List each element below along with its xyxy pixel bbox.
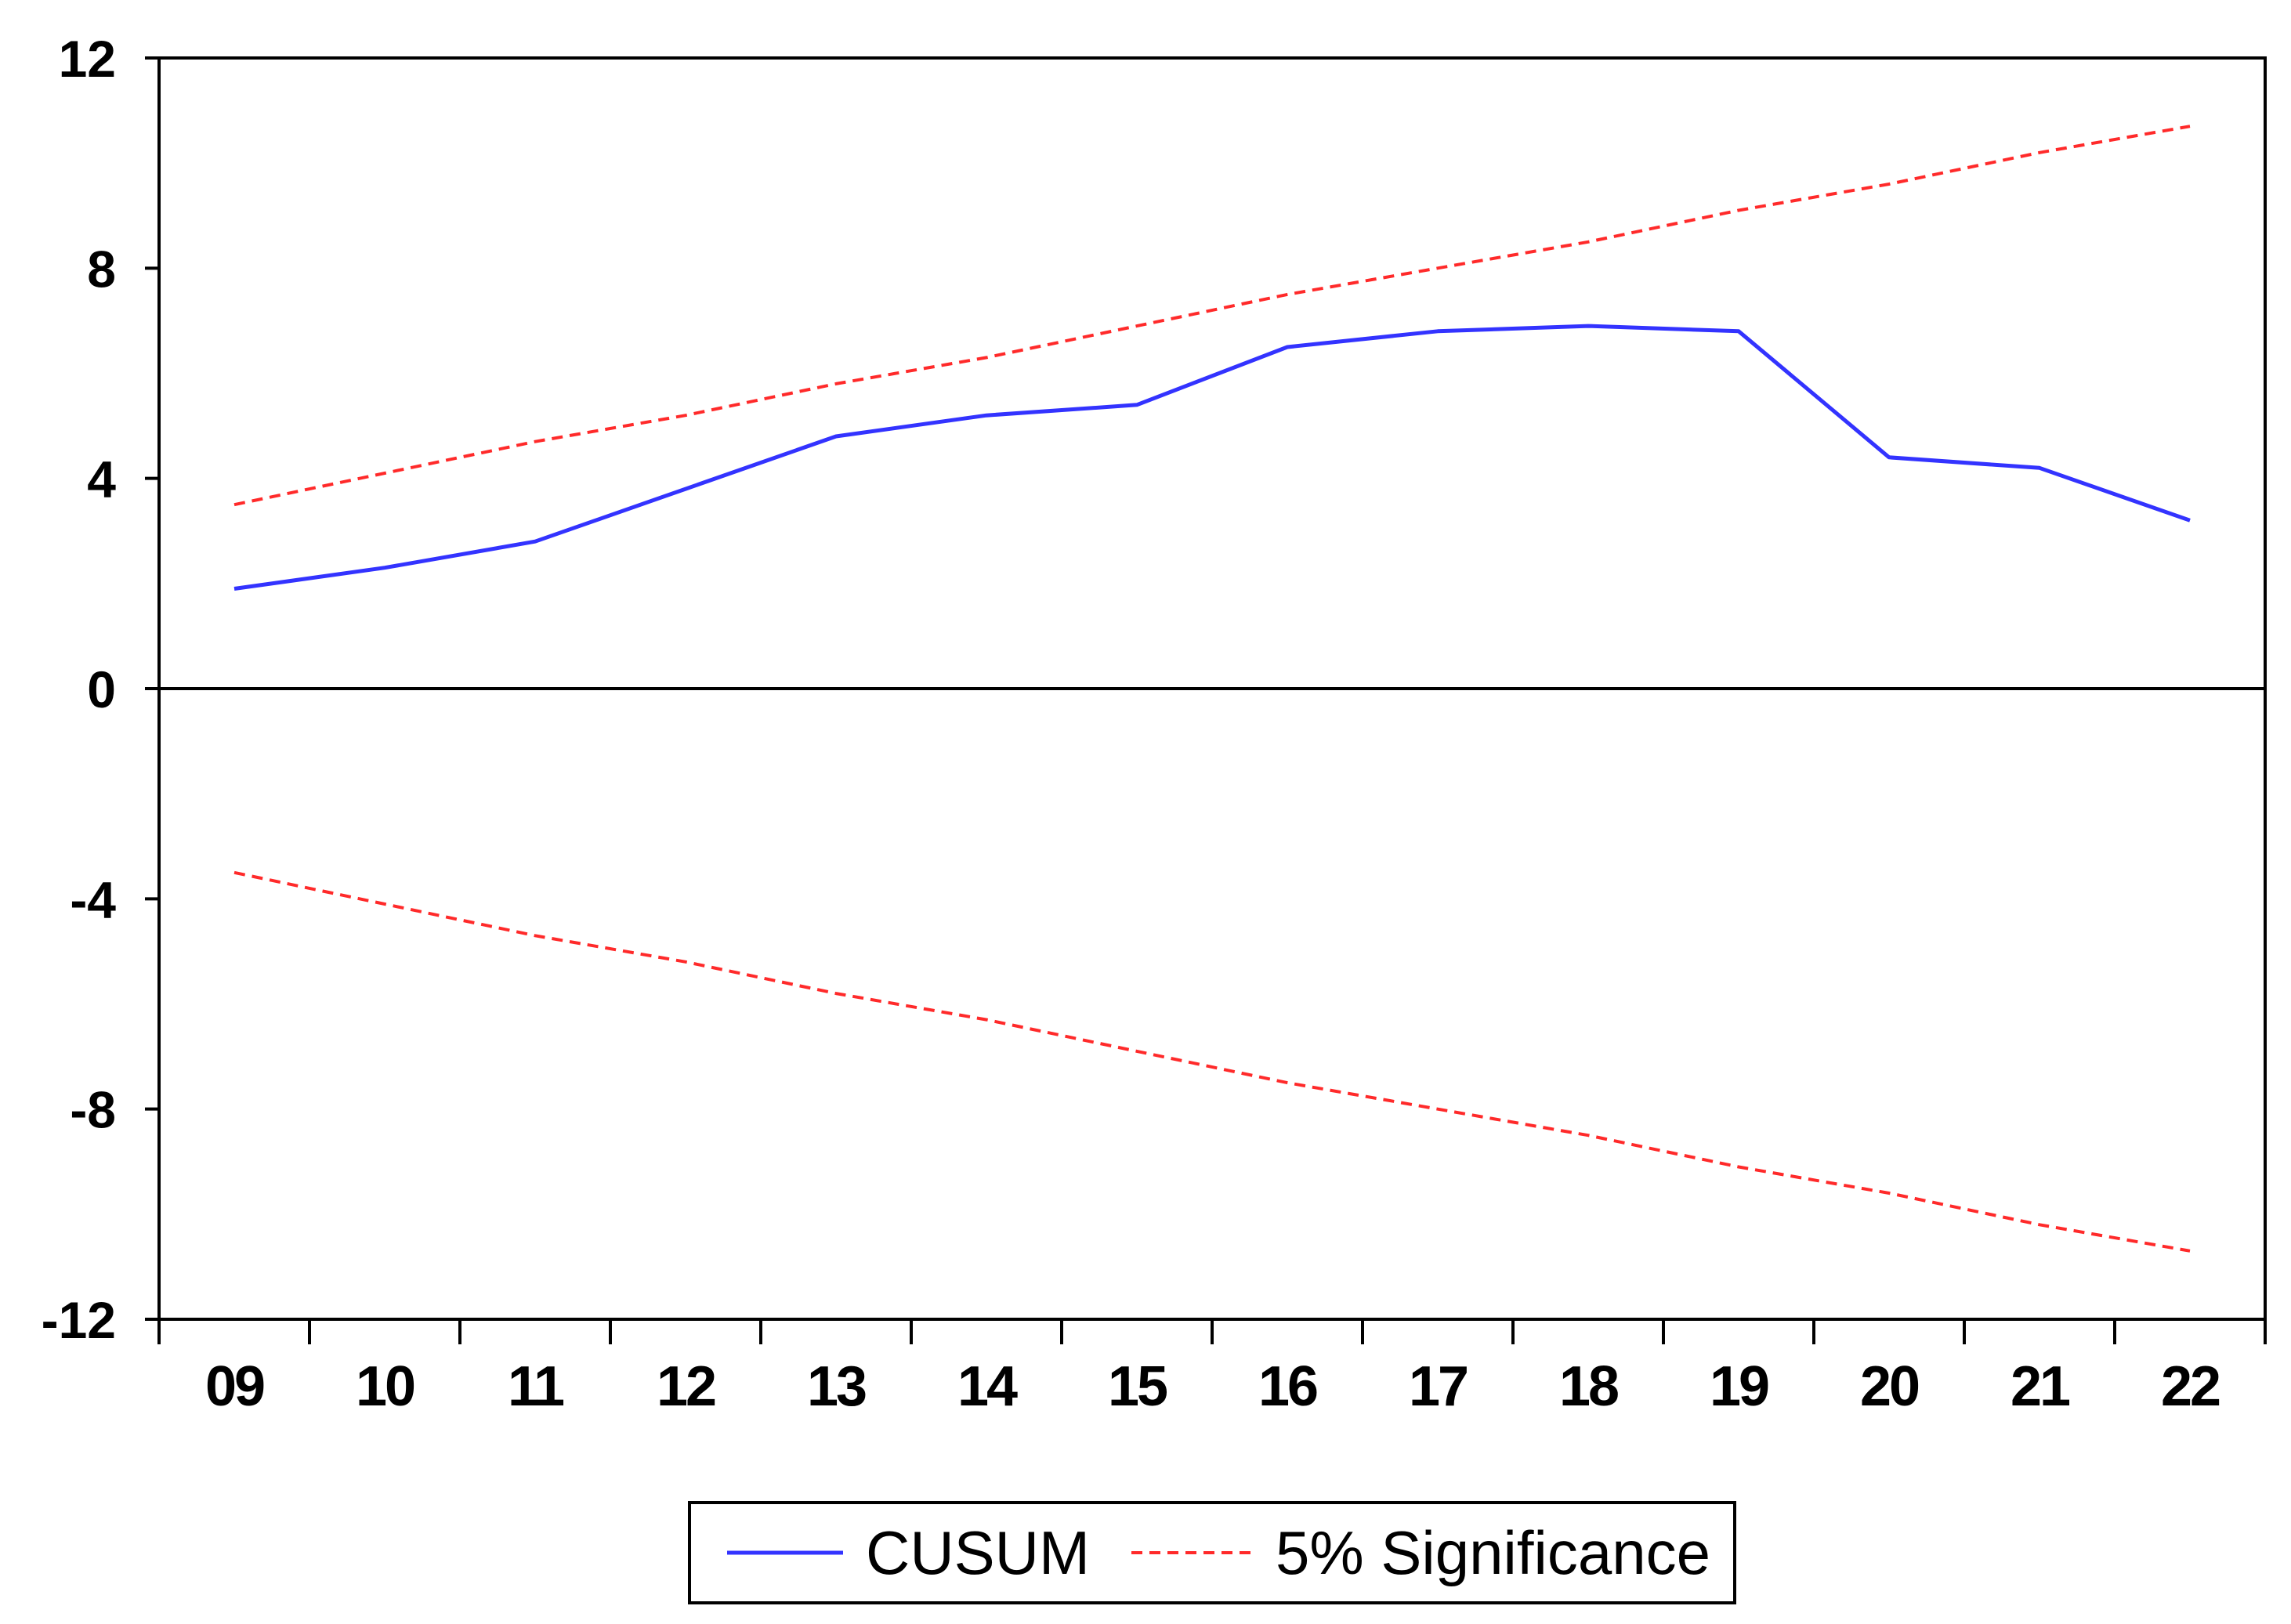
y-tick-label: -12 [42,1291,116,1349]
y-tick-label: 0 [87,660,116,718]
x-tick-label: 19 [1710,1355,1768,1418]
x-tick-label: 21 [2011,1355,2070,1418]
x-tick-label: 18 [1559,1355,1618,1418]
x-tick-label: 15 [1108,1355,1167,1418]
x-tick-label: 16 [1258,1355,1317,1418]
y-tick-label: -4 [70,870,116,928]
x-tick-label: 13 [807,1355,866,1418]
x-tick-label: 12 [657,1355,715,1418]
x-tick-label: 17 [1409,1355,1467,1418]
x-tick-label: 20 [1860,1355,1919,1418]
series-line-cusum [233,324,2191,591]
y-tick-label: 8 [87,240,116,298]
x-tick-label: 11 [508,1355,564,1418]
legend-label: CUSUM [866,1518,1090,1587]
y-tick-label: -8 [70,1081,116,1139]
series-line-5-significance [233,125,2191,507]
x-tick-label: 14 [957,1355,1018,1418]
y-tick-label: 4 [87,450,116,508]
x-tick-label: 10 [356,1355,414,1418]
x-tick-label: 09 [205,1355,264,1418]
legend-label: 5% Significance [1276,1518,1710,1587]
series-line-lower-band [233,870,2191,1253]
y-tick-label: 12 [59,30,116,88]
x-tick-label: 22 [2161,1355,2220,1418]
